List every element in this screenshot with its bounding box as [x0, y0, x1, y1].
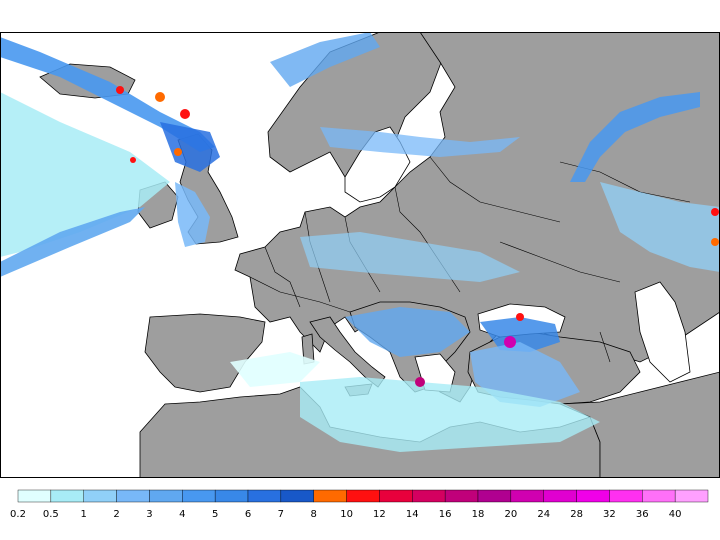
- precip-russia-arc: [570, 92, 700, 182]
- legend-label: 36: [636, 509, 649, 520]
- intense-spots: [116, 86, 719, 387]
- precip-norway-coast: [270, 32, 380, 87]
- legend-swatch: [379, 489, 413, 503]
- legend-swatch: [444, 489, 479, 503]
- color-legend: 0.2 0.5 1 2 3 4 5 6 7 8 10 12 14 16 18 20 24 28 32 36 40: [10, 489, 709, 520]
- legend-swatch: [576, 489, 610, 503]
- precip-uk-west: [175, 182, 210, 247]
- legend-label: 16: [439, 509, 452, 520]
- spot-turkey-2: [516, 313, 524, 321]
- land-iberia: [144, 313, 266, 393]
- legend-swatch: [247, 489, 282, 503]
- legend-label: 40: [669, 509, 682, 520]
- legend-swatch: [17, 489, 52, 503]
- legend-swatch: [182, 489, 216, 503]
- legend-label: 18: [472, 509, 485, 520]
- legend-swatch: [477, 489, 512, 503]
- legend-swatch: [116, 489, 150, 503]
- legend-label: 10: [340, 509, 353, 520]
- legend-swatch: [280, 489, 314, 503]
- legend-label: 24: [537, 509, 550, 520]
- spot-atlantic: [130, 157, 136, 163]
- legend-label: 0.5: [43, 509, 59, 520]
- precip-med-west: [230, 352, 320, 387]
- legend-label: 2: [113, 509, 119, 520]
- legend-swatch: [214, 489, 249, 503]
- legend-label: 14: [406, 509, 419, 520]
- precip-russia-east: [600, 182, 720, 272]
- precip-scotland: [160, 122, 220, 172]
- legend-swatch: [313, 489, 347, 503]
- legend-label: 4: [179, 509, 185, 520]
- precip-baltic: [320, 127, 520, 157]
- spot-turkey-1: [504, 336, 516, 348]
- legend-swatch: [543, 489, 577, 503]
- legend-label: 1: [81, 509, 87, 520]
- legend-swatch: [50, 489, 84, 503]
- spot-russia-1: [711, 208, 719, 216]
- precip-mediterranean: [300, 377, 600, 452]
- legend-label: 3: [146, 509, 152, 520]
- legend-label: 5: [212, 509, 218, 520]
- precipitation-layer: [0, 32, 720, 452]
- land-layer: [39, 32, 720, 478]
- legend-label: 20: [504, 509, 517, 520]
- legend-swatch: [674, 489, 709, 503]
- precipitation-map: [0, 32, 720, 478]
- caspian-sea: [634, 281, 691, 383]
- spot-russia-2: [711, 238, 719, 246]
- legend-swatch: [346, 489, 380, 503]
- legend-label: 28: [570, 509, 583, 520]
- legend-swatch: [510, 489, 544, 503]
- precip-atlantic-band: [0, 207, 145, 277]
- legend-swatch: [642, 489, 676, 503]
- legend-swatch: [149, 489, 183, 503]
- precip-balkans: [345, 307, 470, 357]
- spot-iceland-2: [155, 92, 165, 102]
- spot-iceland-1: [116, 86, 124, 94]
- legend-label: 12: [373, 509, 386, 520]
- legend-swatch: [609, 489, 643, 503]
- legend-swatch: [83, 489, 117, 503]
- legend-labels: 0.2 0.5 1 2 3 4 5 6 7 8 10 12 14 16 18 20 24 28 32 36 40: [10, 509, 681, 520]
- spot-scotland: [174, 148, 182, 156]
- legend-label: 7: [278, 509, 284, 520]
- legend-swatch: [412, 489, 446, 503]
- precip-central-europe: [300, 232, 520, 282]
- legend-label: 32: [603, 509, 616, 520]
- spot-iceland-3: [180, 109, 190, 119]
- land-middle-east: [559, 371, 720, 478]
- legend-label: 6: [245, 509, 251, 520]
- legend-label: 0.2: [10, 509, 26, 520]
- precip-north-atlantic: [0, 92, 170, 257]
- legend-swatches: [17, 489, 709, 503]
- legend-label: 8: [311, 509, 317, 520]
- spot-greece: [415, 377, 425, 387]
- precip-black-sea: [480, 317, 560, 352]
